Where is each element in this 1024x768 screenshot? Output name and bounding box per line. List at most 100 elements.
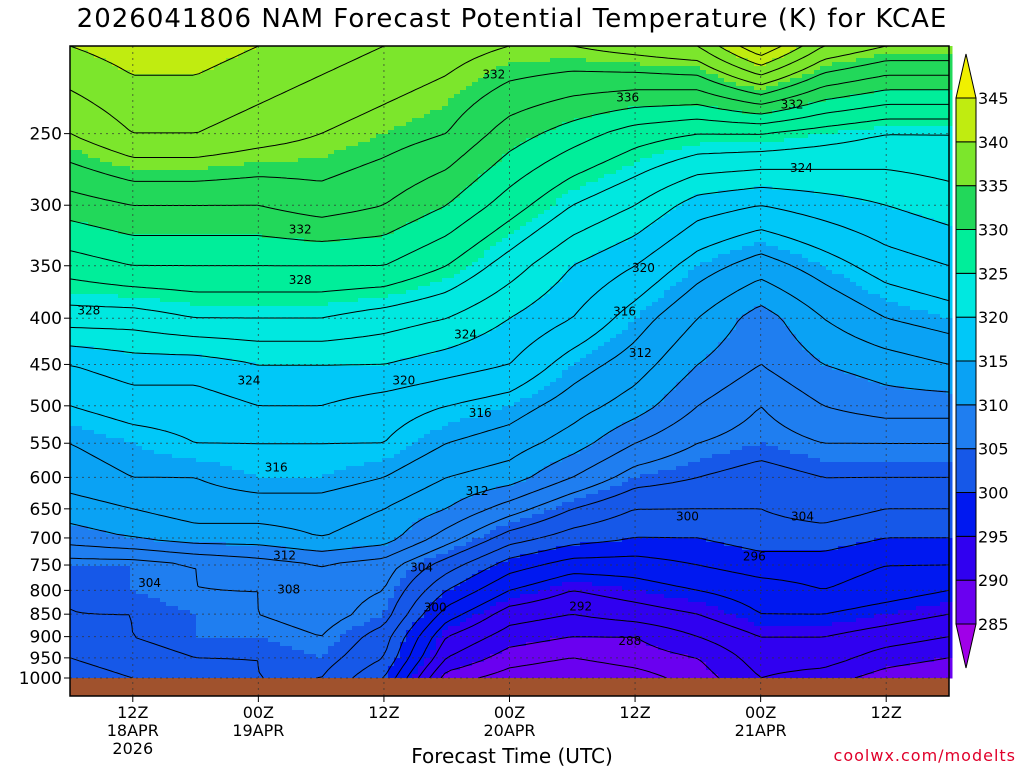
theta-cell <box>238 58 245 63</box>
theta-cell <box>298 70 305 75</box>
theta-cell <box>316 146 323 151</box>
theta-cell <box>604 94 611 99</box>
theta-cell <box>580 122 587 127</box>
theta-cell <box>406 178 413 183</box>
theta-cell <box>898 126 905 131</box>
theta-cell <box>184 134 191 139</box>
theta-cell <box>850 98 857 103</box>
theta-cell <box>406 62 413 67</box>
theta-cell <box>208 58 215 63</box>
theta-cell <box>220 166 227 171</box>
theta-cell <box>118 138 125 143</box>
theta-cell <box>604 66 611 71</box>
theta-cell <box>604 122 611 127</box>
theta-cell <box>178 122 185 127</box>
theta-cell <box>364 154 371 159</box>
theta-cell <box>604 174 611 179</box>
theta-cell <box>730 146 737 151</box>
theta-cell <box>256 154 263 159</box>
theta-cell <box>898 82 905 87</box>
theta-cell <box>184 150 191 155</box>
theta-cell <box>190 114 197 119</box>
theta-cell <box>178 90 185 95</box>
theta-cell <box>208 118 215 123</box>
theta-cell <box>238 134 245 139</box>
theta-cell <box>736 118 743 123</box>
theta-cell <box>586 58 593 63</box>
theta-cell <box>832 158 839 163</box>
theta-cell <box>574 122 581 127</box>
theta-cell <box>694 126 701 131</box>
theta-cell <box>388 114 395 119</box>
theta-cell <box>766 158 773 163</box>
theta-cell <box>802 86 809 91</box>
theta-cell <box>310 118 317 123</box>
theta-cell <box>208 82 215 87</box>
theta-cell <box>826 174 833 179</box>
theta-cell <box>874 86 881 91</box>
theta-cell <box>766 178 773 183</box>
theta-cell <box>676 114 683 119</box>
theta-cell <box>466 66 473 71</box>
theta-cell <box>814 94 821 99</box>
theta-cell <box>856 170 863 175</box>
theta-cell <box>568 102 575 107</box>
theta-cell <box>664 50 671 55</box>
theta-cell <box>910 106 917 111</box>
theta-cell <box>262 162 269 167</box>
theta-cell <box>526 94 533 99</box>
theta-cell <box>730 174 737 179</box>
theta-cell <box>166 146 173 151</box>
theta-cell <box>274 134 281 139</box>
theta-cell <box>76 118 83 123</box>
theta-cell <box>232 118 239 123</box>
theta-cell <box>586 178 593 183</box>
theta-cell <box>94 70 101 75</box>
theta-cell <box>118 90 125 95</box>
theta-cell <box>820 66 827 71</box>
theta-cell <box>166 98 173 103</box>
theta-cell <box>106 142 113 147</box>
theta-cell <box>826 178 833 183</box>
theta-cell <box>856 70 863 75</box>
theta-cell <box>208 138 215 143</box>
theta-cell <box>898 62 905 67</box>
theta-cell <box>268 166 275 171</box>
theta-cell <box>100 134 107 139</box>
theta-cell <box>820 102 827 107</box>
theta-cell <box>334 70 341 75</box>
theta-cell <box>160 78 167 83</box>
theta-cell <box>790 86 797 91</box>
theta-cell <box>178 70 185 75</box>
theta-cell <box>688 106 695 111</box>
theta-cell <box>406 86 413 91</box>
theta-cell <box>394 138 401 143</box>
theta-cell <box>352 66 359 71</box>
theta-cell <box>406 70 413 75</box>
theta-cell <box>184 102 191 107</box>
theta-cell <box>550 62 557 67</box>
theta-cell <box>214 54 221 59</box>
theta-cell <box>736 102 743 107</box>
theta-cell <box>100 162 107 167</box>
theta-cell <box>82 66 89 71</box>
theta-cell <box>316 110 323 115</box>
theta-cell <box>364 178 371 183</box>
theta-cell <box>940 154 947 159</box>
theta-cell <box>388 62 395 67</box>
theta-cell <box>820 174 827 179</box>
theta-cell <box>232 94 239 99</box>
theta-cell <box>202 142 209 147</box>
theta-cell <box>94 154 101 159</box>
theta-cell <box>448 62 455 67</box>
theta-cell <box>166 138 173 143</box>
theta-cell <box>232 174 239 179</box>
theta-cell <box>670 82 677 87</box>
theta-cell <box>556 134 563 139</box>
theta-cell <box>286 66 293 71</box>
theta-cell <box>934 146 941 151</box>
theta-cell <box>94 134 101 139</box>
theta-cell <box>70 54 77 59</box>
theta-cell <box>934 166 941 171</box>
theta-cell <box>934 106 941 111</box>
